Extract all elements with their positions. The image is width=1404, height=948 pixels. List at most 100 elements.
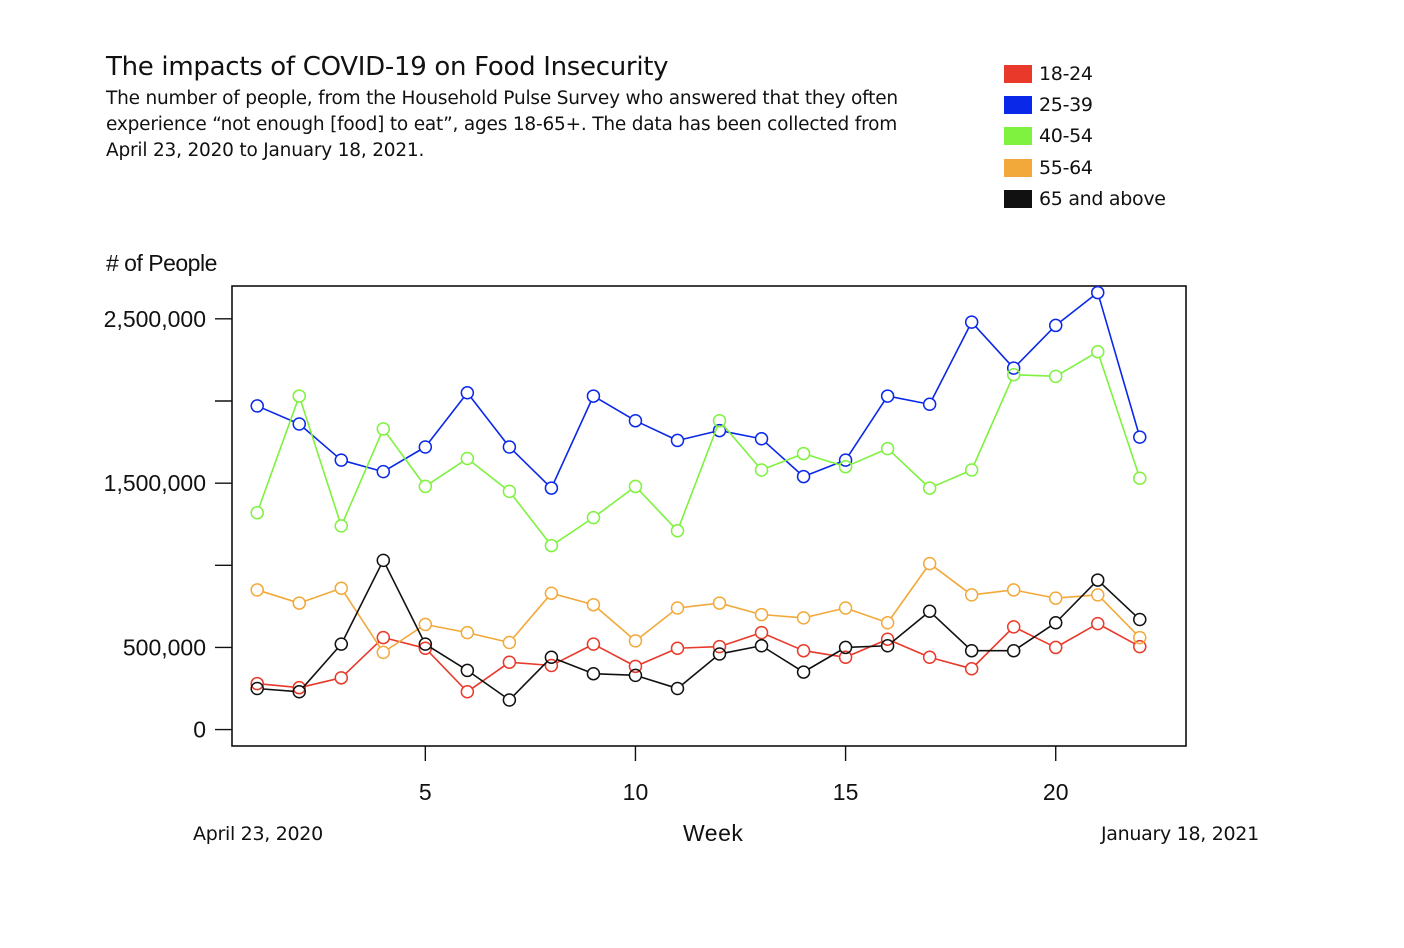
data-point <box>754 463 769 477</box>
data-point <box>628 659 643 674</box>
data-point <box>502 655 517 669</box>
data-point <box>796 469 811 484</box>
data-point <box>292 596 306 610</box>
legend-label: 65 and above <box>1039 187 1166 210</box>
data-point <box>460 386 475 400</box>
x-tick-label: 20 <box>1043 779 1069 805</box>
data-point <box>1090 285 1105 300</box>
data-point <box>1048 369 1063 384</box>
data-point <box>1048 318 1063 333</box>
data-point <box>502 484 517 499</box>
data-point <box>1133 639 1147 654</box>
y-tick-label: 2,500,000 <box>104 306 206 332</box>
data-point <box>1006 583 1021 597</box>
series-55-64 <box>250 556 1147 660</box>
data-point <box>586 666 601 681</box>
data-point <box>460 451 475 466</box>
data-point <box>1048 616 1063 630</box>
data-point <box>670 601 685 615</box>
data-point <box>754 625 769 640</box>
series-line <box>263 625 1135 689</box>
data-point <box>1006 643 1021 658</box>
data-point <box>796 446 811 461</box>
data-point <box>292 685 306 699</box>
data-point <box>1090 588 1105 602</box>
start-date-label: April 23, 2020 <box>193 823 323 845</box>
data-point <box>376 422 391 436</box>
data-point <box>880 616 895 630</box>
legend-label: 18-24 <box>1039 62 1093 85</box>
data-point <box>922 604 937 619</box>
axes: 0 500,000 1,500,000 2,500,000 5 10 15 20 <box>104 306 1069 805</box>
data-point <box>754 432 769 446</box>
data-point <box>586 389 601 403</box>
data-point <box>964 662 979 676</box>
data-point <box>670 524 685 538</box>
data-point <box>418 617 433 632</box>
data-point <box>250 681 264 696</box>
legend-swatch <box>1004 158 1032 177</box>
data-point <box>292 389 306 403</box>
series-layer <box>250 285 1147 707</box>
data-point <box>838 640 853 655</box>
data-point <box>628 634 643 648</box>
data-point <box>880 441 895 456</box>
data-point <box>586 637 601 651</box>
legend-swatch <box>1004 64 1032 83</box>
data-point <box>376 464 391 479</box>
data-point <box>502 693 517 707</box>
legend-item-55-64: 55-64 <box>1004 152 1166 183</box>
data-point <box>418 479 433 494</box>
data-point <box>334 637 349 651</box>
data-point <box>1048 591 1063 605</box>
data-point <box>922 650 937 665</box>
data-point <box>628 413 643 428</box>
end-date-label: January 18, 2021 <box>1101 823 1259 845</box>
data-point <box>376 645 391 660</box>
data-point <box>1133 471 1147 485</box>
series-25-39 <box>250 285 1147 495</box>
data-point <box>880 632 895 646</box>
legend-swatch <box>1004 95 1032 114</box>
x-axis-label: Week <box>683 820 744 846</box>
legend-item-65-and-above: 65 and above <box>1004 183 1166 214</box>
series-line <box>263 565 1136 698</box>
data-point <box>292 680 306 695</box>
data-point <box>922 556 937 571</box>
data-point <box>838 650 853 665</box>
series-line <box>258 354 1139 543</box>
chart-subtitle: The number of people, from the Household… <box>106 88 898 161</box>
data-point <box>1090 616 1105 631</box>
data-point <box>502 440 517 454</box>
data-point <box>1090 344 1105 359</box>
data-point <box>712 596 727 610</box>
data-point <box>376 553 391 568</box>
y-tick-label: 500,000 <box>123 634 206 660</box>
data-point <box>334 671 349 685</box>
data-point <box>250 505 264 520</box>
data-point <box>628 668 643 683</box>
data-point <box>670 681 685 696</box>
data-point <box>670 433 685 448</box>
y-tick-label: 1,500,000 <box>104 470 206 496</box>
data-point <box>796 611 811 625</box>
data-point <box>628 479 643 494</box>
data-point <box>544 650 559 665</box>
series-line <box>262 295 1139 485</box>
plot-frame <box>231 285 1187 747</box>
data-point <box>544 538 559 553</box>
data-point <box>712 639 727 654</box>
y-tick-label: 0 <box>193 717 206 743</box>
legend-swatch <box>1004 127 1032 146</box>
data-point <box>292 417 306 431</box>
data-point <box>586 510 601 525</box>
data-point <box>1133 612 1147 627</box>
data-point <box>544 481 559 495</box>
data-point <box>460 685 475 699</box>
data-point <box>1133 630 1147 645</box>
legend-item-40-54: 40-54 <box>1004 121 1166 152</box>
data-point <box>460 663 475 678</box>
data-point <box>712 423 727 438</box>
x-tick-label: 5 <box>419 779 432 805</box>
x-tick-label: 10 <box>623 779 649 805</box>
